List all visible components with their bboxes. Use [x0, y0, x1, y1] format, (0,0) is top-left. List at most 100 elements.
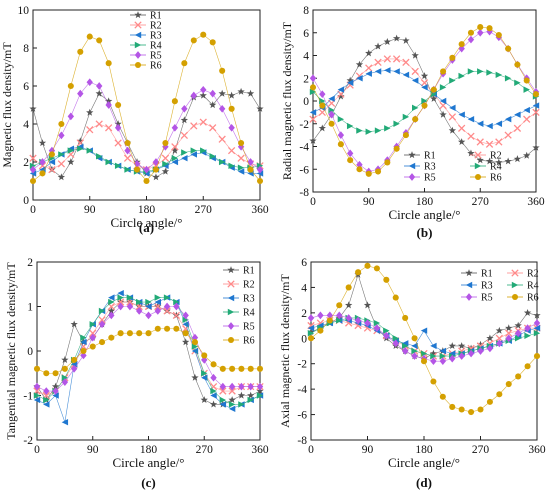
x-tick-label: 270 — [472, 444, 490, 456]
data-point — [209, 400, 218, 408]
data-point — [402, 36, 410, 44]
x-tick-label: 360 — [527, 196, 545, 208]
x-axis-label: Circle angle/° — [113, 455, 185, 470]
data-point — [429, 349, 438, 357]
data-point — [449, 354, 456, 363]
legend-label: R4 — [490, 162, 502, 173]
data-point — [114, 139, 122, 147]
data-point — [309, 115, 317, 123]
legend-marker — [465, 293, 473, 301]
data-point — [96, 37, 103, 44]
data-point — [67, 158, 75, 166]
data-point — [238, 382, 245, 391]
series-line — [312, 69, 537, 127]
legend-label: R6 — [527, 293, 539, 304]
data-point — [247, 391, 255, 399]
data-point — [70, 320, 78, 328]
data-point — [209, 39, 216, 46]
data-point — [200, 31, 207, 38]
data-point — [29, 165, 37, 174]
data-point — [182, 316, 189, 324]
data-point — [237, 391, 246, 399]
data-point — [58, 120, 65, 128]
legend-marker — [408, 162, 416, 170]
data-point — [105, 124, 113, 132]
data-point — [134, 166, 141, 173]
data-point — [136, 330, 143, 337]
data-point — [513, 155, 522, 163]
data-point — [533, 353, 541, 360]
data-point — [392, 34, 401, 42]
data-point — [256, 387, 264, 395]
data-point — [477, 28, 484, 37]
data-point — [328, 95, 335, 102]
data-point — [495, 334, 503, 342]
data-point — [402, 314, 409, 321]
data-point — [468, 408, 475, 416]
data-point — [256, 392, 264, 399]
data-point — [247, 158, 254, 166]
legend-marker — [408, 173, 416, 181]
data-point — [505, 324, 513, 332]
data-point — [356, 166, 363, 173]
series-line — [310, 265, 538, 413]
x-tick-label: 180 — [140, 444, 158, 456]
data-point — [505, 329, 513, 337]
legend-marker — [474, 173, 482, 181]
data-point — [309, 109, 317, 116]
data-point — [384, 125, 391, 132]
legend-item: R5 — [461, 293, 493, 304]
data-point — [86, 108, 94, 116]
legend-marker — [134, 51, 142, 59]
data-point — [374, 68, 382, 75]
data-point — [180, 116, 188, 124]
data-point — [201, 356, 208, 364]
y-tick-label: 0 — [23, 195, 29, 207]
data-point — [145, 311, 152, 320]
data-point — [309, 136, 317, 144]
data-point — [171, 146, 179, 154]
data-point — [61, 378, 69, 386]
data-point — [126, 294, 134, 301]
data-point — [439, 110, 447, 118]
data-point — [430, 342, 437, 350]
data-point — [439, 84, 447, 91]
data-point — [48, 165, 56, 174]
data-point — [190, 91, 197, 100]
data-point — [96, 82, 103, 90]
data-point — [154, 307, 161, 315]
data-point — [43, 387, 50, 395]
data-point — [89, 329, 97, 337]
data-point — [238, 365, 245, 372]
data-point — [420, 350, 428, 357]
panel-label: (a) — [139, 220, 154, 235]
data-point — [117, 302, 124, 311]
data-point — [80, 347, 87, 355]
data-point — [383, 331, 390, 340]
series-line — [310, 320, 538, 354]
data-point — [309, 88, 317, 96]
y-axis-label: Radial magnetic flux density/mT — [280, 21, 294, 180]
legend-marker — [465, 281, 473, 289]
data-point — [190, 151, 197, 158]
data-point — [523, 151, 531, 159]
data-point — [364, 262, 371, 269]
data-point — [171, 158, 179, 166]
data-point — [524, 363, 531, 370]
data-point — [237, 154, 245, 162]
data-point — [163, 294, 171, 301]
data-point — [533, 330, 541, 337]
data-point — [61, 356, 69, 364]
series-line — [310, 317, 538, 357]
data-point — [182, 330, 189, 337]
data-point — [228, 387, 236, 395]
legend-marker — [408, 151, 416, 159]
data-point — [356, 160, 363, 169]
data-point — [364, 319, 371, 327]
panel-c: 0 90 180 270 360 -2 -1 0 1 2 Circle angle/° Tangent… — [4, 257, 269, 490]
data-point — [52, 387, 59, 395]
data-point — [71, 356, 78, 363]
data-point — [210, 392, 217, 399]
data-point — [354, 316, 362, 325]
data-point — [247, 396, 254, 404]
